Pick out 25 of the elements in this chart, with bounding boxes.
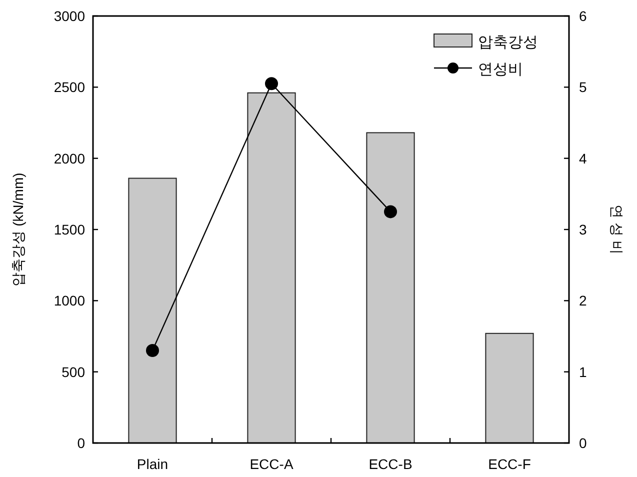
y-tick-label: 0 <box>77 435 86 451</box>
point <box>146 344 159 357</box>
y-tick-label: 500 <box>62 364 86 380</box>
y2-tick-label: 1 <box>579 364 587 380</box>
point <box>384 205 397 218</box>
x-tick-label: ECC-B <box>368 456 412 472</box>
y2-tick-label: 2 <box>579 292 587 309</box>
y2-tick-label: 3 <box>579 222 587 238</box>
y2-tick-label: 6 <box>579 8 587 24</box>
y2-axis-title: 연 성 비 <box>609 204 625 254</box>
x-tick-label: ECC-A <box>250 456 294 472</box>
y2-tick-label: 4 <box>579 150 587 166</box>
point <box>265 77 278 90</box>
legend-label: 연성비 <box>478 61 523 78</box>
legend-label: 압축강성 <box>478 34 538 51</box>
y2-tick-label: 0 <box>579 435 587 451</box>
x-tick-label: ECC-F <box>488 456 531 472</box>
y-tick-label: 1500 <box>54 222 86 238</box>
y-tick-label: 2000 <box>54 150 86 166</box>
y-tick-label: 1000 <box>54 292 86 309</box>
y-tick-label: 2500 <box>54 79 86 96</box>
x-tick-label: Plain <box>136 456 168 472</box>
y2-tick-label: 5 <box>579 79 587 96</box>
y-tick-label: 3000 <box>54 8 86 24</box>
y-axis-title: 압축강성 (kN/mm) <box>10 172 26 286</box>
